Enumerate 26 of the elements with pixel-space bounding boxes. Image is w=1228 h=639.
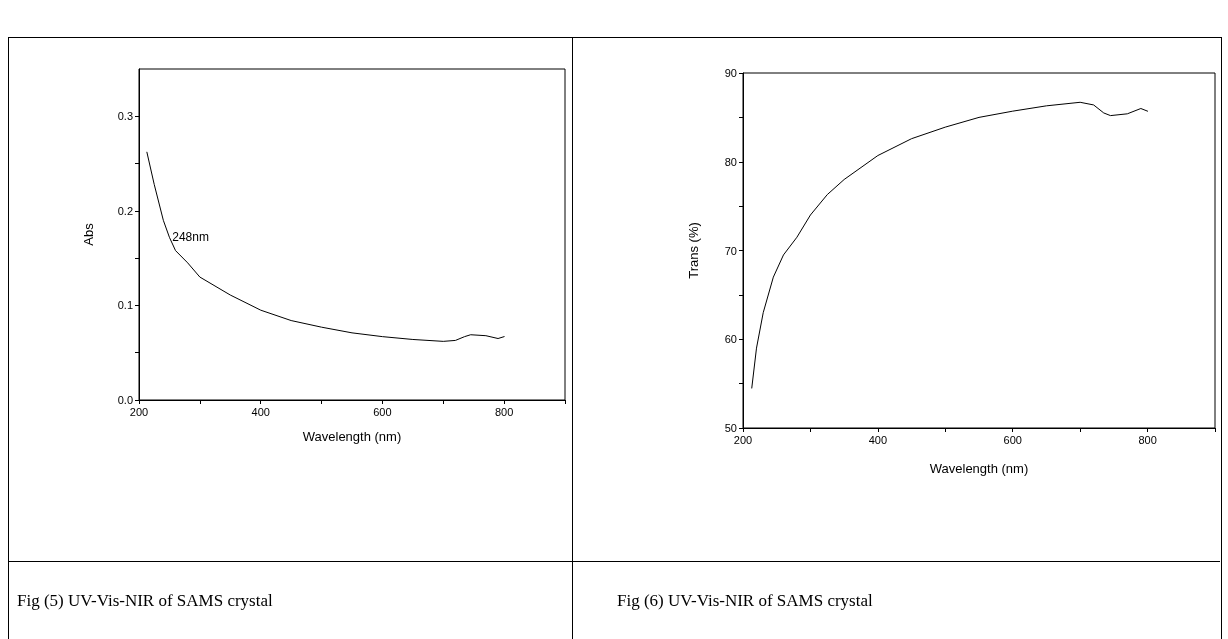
x-tick-label: 600 (373, 405, 392, 418)
y-axis-title: Trans (%) (686, 222, 701, 279)
line-series (751, 101, 1149, 389)
x-tick-label: 600 (1003, 433, 1022, 446)
x-tick-label: 200 (733, 433, 753, 446)
y-tick-label: 70 (724, 244, 737, 257)
y-tick-label: 60 (724, 333, 737, 346)
y-tick-label: 0.3 (117, 110, 133, 123)
y-tick-label: 0.1 (117, 299, 133, 312)
x-axis-title: Wavelength (nm) (302, 429, 402, 444)
x-tick-label: 800 (1138, 433, 1157, 446)
x-tick-label: 400 (868, 433, 888, 446)
text: Fig (6) UV-Vis-NIR of SAMS crystal (617, 591, 873, 610)
x-tick-label: 800 (494, 405, 514, 418)
line-series (146, 151, 505, 342)
x-tick-label: 400 (251, 405, 270, 418)
annotation: 248nm (172, 230, 209, 245)
y-tick-label: 0.2 (117, 204, 133, 217)
y-axis-title: Abs (81, 222, 96, 246)
y-tick-label: 50 (724, 422, 737, 434)
x-axis-title: Wavelength (nm) (929, 461, 1029, 476)
x-tick-label: 200 (129, 405, 149, 418)
text: Fig (5) UV-Vis-NIR of SAMS crystal (17, 591, 273, 610)
y-tick-label: 90 (724, 67, 737, 79)
y-tick-label: 80 (724, 155, 737, 168)
text: 0.0 (117, 394, 133, 406)
